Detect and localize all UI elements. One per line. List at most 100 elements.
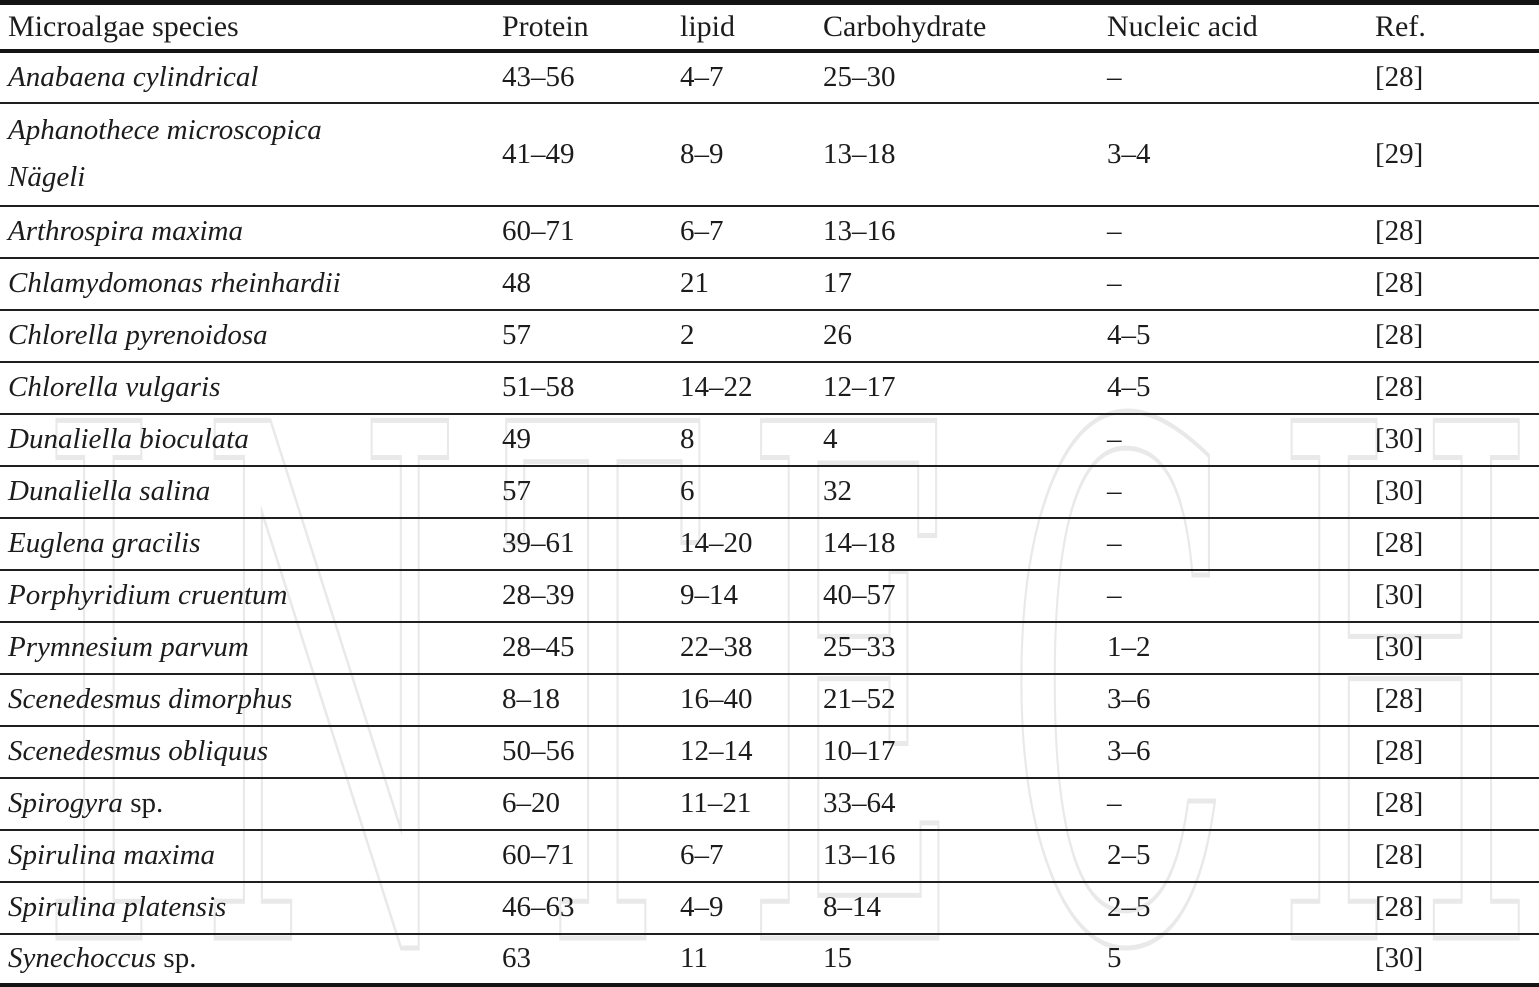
species-cell: Chlorella pyrenoidosa <box>0 310 494 362</box>
table-row: Chlorella pyrenoidosa 57 2 26 4–5 [28] <box>0 310 1539 362</box>
table-row: Scenedesmus obliquus 50–56 12–14 10–17 3… <box>0 726 1539 778</box>
species-cell: Chlamydomonas rheinhardii <box>0 258 494 310</box>
carbohydrate-cell: 25–30 <box>823 60 896 93</box>
ref-cell: [30] <box>1375 475 1424 507</box>
species-name: Euglena gracilis <box>8 527 201 560</box>
table-row: Spirulina platensis 46–63 4–9 8–14 2–5 [… <box>0 882 1539 934</box>
nucleic-acid-cell: 4–5 <box>1107 319 1151 351</box>
lipid-cell: 4–7 <box>680 60 724 93</box>
lipid-cell: 4–9 <box>680 891 724 923</box>
lipid-cell: 8 <box>680 423 695 455</box>
col-header-nucleic-acid: Nucleic acid <box>1107 9 1258 43</box>
protein-cell: 50–56 <box>502 735 575 767</box>
carbohydrate-cell: 12–17 <box>823 371 896 403</box>
protein-cell: 41–49 <box>502 137 575 170</box>
carbohydrate-cell: 13–16 <box>823 839 896 871</box>
table-body: Anabaena cylindrical 43–56 4–7 25–30 – [… <box>0 51 1539 986</box>
nucleic-acid-cell: – <box>1107 579 1122 611</box>
ref-cell: [28] <box>1375 267 1424 299</box>
nucleic-acid-cell: 3–6 <box>1107 735 1151 767</box>
table-row: Chlamydomonas rheinhardii 48 21 17 – [28… <box>0 258 1539 310</box>
carbohydrate-cell: 40–57 <box>823 579 896 611</box>
protein-cell: 48 <box>502 267 531 299</box>
lipid-cell: 8–9 <box>680 137 724 170</box>
table-row: Spirulina maxima 60–71 6–7 13–16 2–5 [28… <box>0 830 1539 882</box>
carbohydrate-cell: 8–14 <box>823 891 881 923</box>
species-cell: Scenedesmus dimorphus <box>0 674 494 726</box>
carbohydrate-cell: 15 <box>823 942 852 975</box>
ref-cell: [28] <box>1375 60 1424 93</box>
protein-cell: 63 <box>502 942 531 975</box>
species-name: Scenedesmus dimorphus <box>8 683 293 716</box>
species-name: Dunaliella salina <box>8 475 211 508</box>
species-cell: Anabaena cylindrical <box>0 51 494 103</box>
nucleic-acid-cell: 2–5 <box>1107 839 1151 871</box>
lipid-cell: 14–20 <box>680 527 753 559</box>
table-row: Prymnesium parvum 28–45 22–38 25–33 1–2 … <box>0 622 1539 674</box>
carbohydrate-cell: 25–33 <box>823 631 896 663</box>
species-cell: Porphyridium cruentum <box>0 570 494 622</box>
species-name: Anabaena cylindrical <box>8 60 259 93</box>
protein-cell: 28–45 <box>502 631 575 663</box>
lipid-cell: 14–22 <box>680 371 753 403</box>
nucleic-acid-cell: 5 <box>1107 942 1122 975</box>
lipid-cell: 11 <box>680 942 708 975</box>
carbohydrate-cell: 17 <box>823 267 852 299</box>
lipid-cell: 6–7 <box>680 215 724 247</box>
ref-cell: [28] <box>1375 371 1424 403</box>
lipid-cell: 22–38 <box>680 631 753 663</box>
nucleic-acid-cell: 4–5 <box>1107 371 1151 403</box>
carbohydrate-cell: 33–64 <box>823 787 896 819</box>
lipid-cell: 12–14 <box>680 735 753 767</box>
species-name: Spirulina maxima <box>8 839 216 872</box>
species-name: Synechoccus <box>8 942 157 975</box>
carbohydrate-cell: 26 <box>823 319 852 351</box>
species-name: Scenedesmus obliquus <box>8 735 269 768</box>
col-header-carbohydrate: Carbohydrate <box>823 9 987 43</box>
protein-cell: 49 <box>502 423 531 455</box>
ref-cell: [28] <box>1375 683 1424 715</box>
ref-cell: [28] <box>1375 787 1424 819</box>
carbohydrate-cell: 13–18 <box>823 137 896 170</box>
ref-cell: [30] <box>1375 631 1424 663</box>
species-name: Chlamydomonas rheinhardii <box>8 267 341 300</box>
species-cell: Arthrospira maxima <box>0 206 494 258</box>
species-name: Arthrospira maxima <box>8 215 243 248</box>
carbohydrate-cell: 32 <box>823 475 852 507</box>
table-row: Dunaliella bioculata 49 8 4 – [30] <box>0 414 1539 466</box>
nucleic-acid-cell: – <box>1107 423 1122 455</box>
species-cell: Chlorella vulgaris <box>0 362 494 414</box>
col-header-protein: Protein <box>502 9 589 43</box>
carbohydrate-cell: 14–18 <box>823 527 896 559</box>
species-cell: Aphanothece microscopica Nägeli <box>0 103 494 206</box>
protein-cell: 39–61 <box>502 527 575 559</box>
nucleic-acid-cell: 1–2 <box>1107 631 1151 663</box>
protein-cell: 28–39 <box>502 579 575 611</box>
table-row: Anabaena cylindrical 43–56 4–7 25–30 – [… <box>0 51 1539 103</box>
protein-cell: 60–71 <box>502 839 575 871</box>
col-header-lipid: lipid <box>680 9 736 43</box>
carbohydrate-cell: 21–52 <box>823 683 896 715</box>
table-row: Arthrospira maxima 60–71 6–7 13–16 – [28… <box>0 206 1539 258</box>
ref-cell: [30] <box>1375 942 1424 975</box>
species-name: Spirogyra <box>8 787 123 820</box>
nucleic-acid-cell: – <box>1107 787 1122 819</box>
species-name: Chlorella vulgaris <box>8 371 221 404</box>
header-row: Microalgae species Protein lipid Carbohy… <box>0 3 1539 51</box>
col-header-ref: Ref. <box>1375 9 1426 43</box>
carbohydrate-cell: 4 <box>823 423 838 455</box>
protein-cell: 6–20 <box>502 787 560 819</box>
table-row: Porphyridium cruentum 28–39 9–14 40–57 –… <box>0 570 1539 622</box>
protein-cell: 60–71 <box>502 215 575 247</box>
species-cell: Dunaliella salina <box>0 466 494 518</box>
nucleic-acid-cell: – <box>1107 215 1122 247</box>
species-name: Prymnesium parvum <box>8 631 249 664</box>
species-cell: Spirogyra sp. <box>0 778 494 830</box>
protein-cell: 46–63 <box>502 891 575 923</box>
lipid-cell: 6–7 <box>680 839 724 871</box>
species-suffix: sp. <box>156 942 197 975</box>
lipid-cell: 2 <box>680 319 695 351</box>
table-row: Euglena gracilis 39–61 14–20 14–18 – [28… <box>0 518 1539 570</box>
